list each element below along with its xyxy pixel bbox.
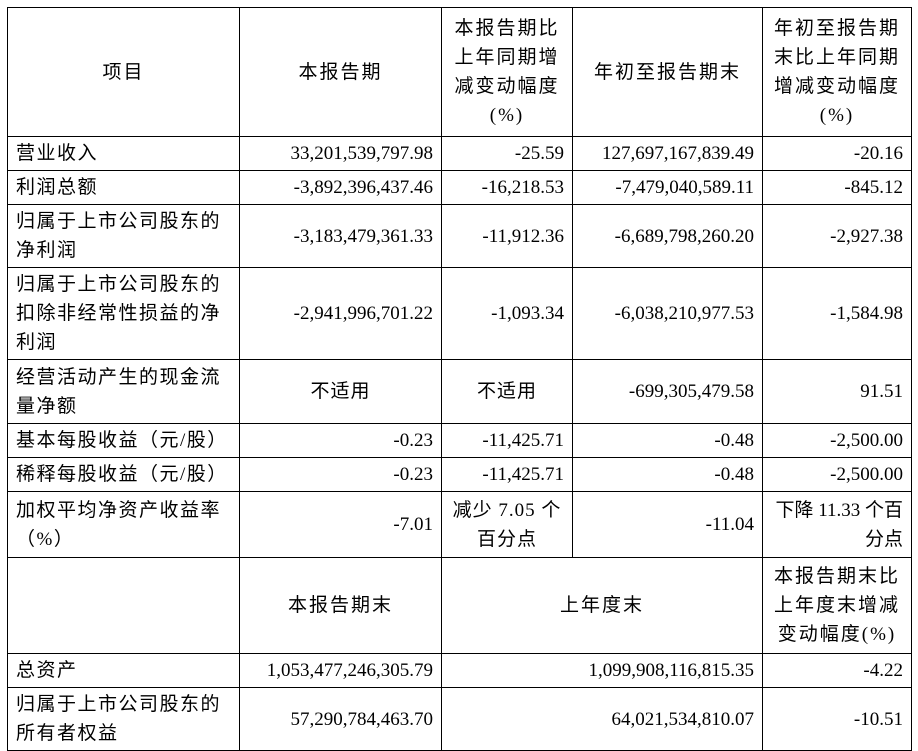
value-current-period: -3,183,479,361.33 [239, 204, 442, 268]
col-header-current-period-end: 本报告期末 [239, 557, 442, 654]
value-year-to-date: -7,479,040,589.11 [572, 170, 763, 205]
value-current-period: -0.23 [239, 423, 442, 458]
value-ytd-change: -845.12 [762, 170, 912, 205]
item-label: 利润总额 [7, 170, 240, 205]
header-row-period-end: 本报告期末 上年度末 本报告期末比上年度末增减变动幅度(%) [7, 557, 912, 654]
row-net-profit-attributable: 归属于上市公司股东的净利润 -3,183,479,361.33 -11,912.… [7, 204, 912, 268]
value-current-change: -11,912.36 [441, 204, 573, 268]
value-ytd-change: -2,500.00 [762, 457, 912, 492]
value-ytd-change: 91.51 [762, 359, 912, 424]
row-weighted-avg-roe: 加权平均净资产收益率（%） -7.01 减少 7.05 个百分点 -11.04 … [7, 491, 912, 558]
value-year-to-date: -0.48 [572, 457, 763, 492]
item-label: 归属于上市公司股东的所有者权益 [7, 687, 240, 751]
value-current-change: 不适用 [441, 359, 573, 424]
item-label: 加权平均净资产收益率（%） [7, 491, 240, 558]
item-label: 营业收入 [7, 136, 240, 171]
value-year-to-date: -6,689,798,260.20 [572, 204, 763, 268]
value-current-period: -7.01 [239, 491, 442, 558]
value-ytd-change: -1,584.98 [762, 267, 912, 360]
item-label: 经营活动产生的现金流量净额 [7, 359, 240, 424]
header-row-period: 项目 本报告期 本报告期比上年同期增减变动幅度(%) 年初至报告期末 年初至报告… [7, 7, 912, 137]
col-header-period-end-change: 本报告期末比上年度末增减变动幅度(%) [762, 557, 912, 654]
value-year-to-date: -6,038,210,977.53 [572, 267, 763, 360]
col-header-item-blank [7, 557, 240, 654]
row-owners-equity: 归属于上市公司股东的所有者权益 57,290,784,463.70 64,021… [7, 687, 912, 751]
item-label: 稀释每股收益（元/股） [7, 457, 240, 492]
value-current-period: -0.23 [239, 457, 442, 492]
value-current-change: -11,425.71 [441, 457, 573, 492]
col-header-current-period: 本报告期 [239, 7, 442, 137]
col-header-item: 项目 [7, 7, 240, 137]
row-basic-eps: 基本每股收益（元/股） -0.23 -11,425.71 -0.48 -2,50… [7, 423, 912, 458]
value-current-period-end: 57,290,784,463.70 [239, 687, 442, 751]
value-ytd-change: -20.16 [762, 136, 912, 171]
row-diluted-eps: 稀释每股收益（元/股） -0.23 -11,425.71 -0.48 -2,50… [7, 457, 912, 492]
row-net-profit-excl-nonrecurring: 归属于上市公司股东的扣除非经常性损益的净利润 -2,941,996,701.22… [7, 267, 912, 360]
row-operating-revenue: 营业收入 33,201,539,797.98 -25.59 127,697,16… [7, 136, 912, 171]
value-period-end-change: -4.22 [762, 653, 912, 688]
value-ytd-change: -2,927.38 [762, 204, 912, 268]
item-label: 基本每股收益（元/股） [7, 423, 240, 458]
value-year-to-date: -11.04 [572, 491, 763, 558]
value-prev-year-end: 64,021,534,810.07 [441, 687, 763, 751]
value-ytd-change: 下降 11.33 个百分点 [762, 491, 912, 558]
value-current-change: 减少 7.05 个百分点 [441, 491, 573, 558]
value-current-change: -16,218.53 [441, 170, 573, 205]
row-total-profit: 利润总额 -3,892,396,437.46 -16,218.53 -7,479… [7, 170, 912, 205]
col-header-prev-year-end: 上年度末 [441, 557, 763, 654]
item-label: 总资产 [7, 653, 240, 688]
value-prev-year-end: 1,099,908,116,815.35 [441, 653, 763, 688]
value-current-period: 不适用 [239, 359, 442, 424]
item-label: 归属于上市公司股东的扣除非经常性损益的净利润 [7, 267, 240, 360]
value-current-change: -1,093.34 [441, 267, 573, 360]
value-current-period: -3,892,396,437.46 [239, 170, 442, 205]
col-header-year-to-date: 年初至报告期末 [572, 7, 763, 137]
value-year-to-date: -0.48 [572, 423, 763, 458]
col-header-year-to-date-change: 年初至报告期末比上年同期增减变动幅度(%) [762, 7, 912, 137]
value-year-to-date: 127,697,167,839.49 [572, 136, 763, 171]
col-header-current-period-change: 本报告期比上年同期增减变动幅度(%) [441, 7, 573, 137]
row-total-assets: 总资产 1,053,477,246,305.79 1,099,908,116,8… [7, 653, 912, 688]
value-current-change: -11,425.71 [441, 423, 573, 458]
value-current-period: -2,941,996,701.22 [239, 267, 442, 360]
value-current-change: -25.59 [441, 136, 573, 171]
financial-summary-table: 项目 本报告期 本报告期比上年同期增减变动幅度(%) 年初至报告期末 年初至报告… [7, 7, 912, 751]
value-ytd-change: -2,500.00 [762, 423, 912, 458]
row-operating-cash-flow: 经营活动产生的现金流量净额 不适用 不适用 -699,305,479.58 91… [7, 359, 912, 424]
value-current-period-end: 1,053,477,246,305.79 [239, 653, 442, 688]
value-period-end-change: -10.51 [762, 687, 912, 751]
value-current-period: 33,201,539,797.98 [239, 136, 442, 171]
item-label: 归属于上市公司股东的净利润 [7, 204, 240, 268]
value-year-to-date: -699,305,479.58 [572, 359, 763, 424]
